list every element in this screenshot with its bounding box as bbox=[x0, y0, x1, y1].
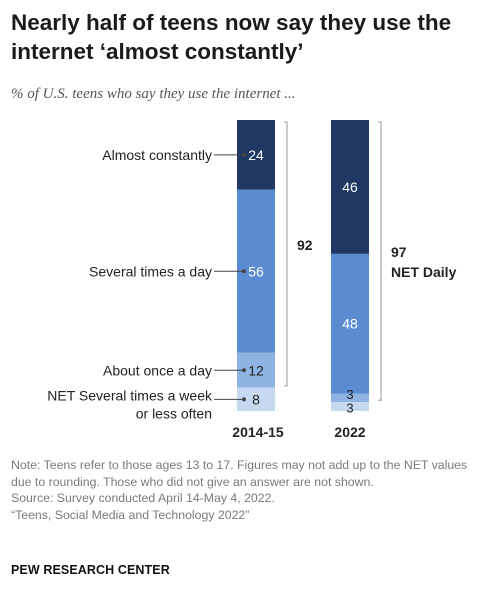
chart-title: Nearly half of teens now say they use th… bbox=[11, 10, 452, 64]
net-daily-value: 92 bbox=[297, 237, 313, 253]
net-daily-bracket bbox=[284, 121, 288, 387]
series-label: NET Several times a week bbox=[47, 387, 213, 403]
bar-segment-2022-4 bbox=[331, 402, 369, 411]
footer-source: PEW RESEARCH CENTER bbox=[11, 563, 170, 577]
category-label: 2022 bbox=[334, 424, 365, 440]
data-label: 3 bbox=[346, 401, 353, 416]
source-text: Source: Survey conducted April 14-May 4,… bbox=[11, 491, 275, 505]
series-label: Almost constantly bbox=[102, 147, 212, 163]
net-daily-bracket bbox=[378, 121, 382, 401]
data-label: 8 bbox=[252, 391, 260, 407]
net-daily-value: 97 bbox=[391, 244, 407, 260]
bar-segment-2022-2 bbox=[331, 253, 369, 394]
bar-segment-2022-3 bbox=[331, 393, 369, 403]
data-label: 3 bbox=[346, 387, 353, 402]
data-label: 56 bbox=[248, 263, 264, 279]
leader-dot bbox=[242, 269, 246, 274]
leader-dot bbox=[242, 368, 246, 373]
series-label: Several times a day bbox=[89, 263, 212, 279]
category-label: 2014-15 bbox=[232, 424, 284, 440]
series-label: or less often bbox=[136, 405, 212, 421]
series-label: About once a day bbox=[103, 362, 212, 378]
data-label: 48 bbox=[342, 316, 358, 332]
data-label: 12 bbox=[248, 362, 264, 378]
report-title: “Teens, Social Media and Technology 2022… bbox=[11, 507, 250, 522]
chart-notes: Note: Teens refer to those ages 13 to 17… bbox=[11, 457, 471, 523]
data-label: 24 bbox=[248, 147, 264, 163]
data-label: 46 bbox=[342, 179, 358, 195]
leader-dot bbox=[242, 152, 246, 157]
leader-dot bbox=[242, 397, 246, 402]
chart-subtitle: % of U.S. teens who say they use the int… bbox=[11, 86, 296, 102]
net-daily-label: NET Daily bbox=[391, 264, 457, 280]
bar-segment-2022-1 bbox=[331, 120, 369, 254]
note-text: Note: Teens refer to those ages 13 to 17… bbox=[11, 458, 468, 489]
bar-segment-2014-15-4 bbox=[237, 387, 275, 411]
stacked-bar-chart: 24 Almost constantly 56 Several times a day… bbox=[47, 120, 457, 440]
